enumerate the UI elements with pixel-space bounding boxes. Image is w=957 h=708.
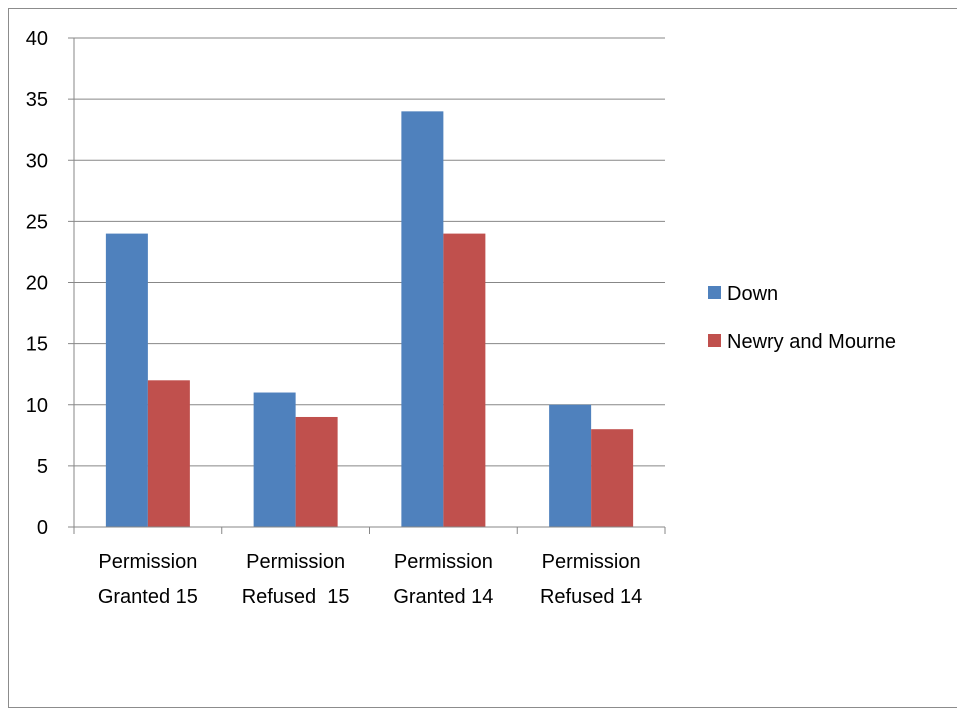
legend: Down Newry and Mourne <box>708 283 896 353</box>
bar-newry-and-mourne <box>295 416 338 527</box>
bar-down <box>549 404 592 527</box>
x-category-label: Permission <box>98 551 197 573</box>
x-category-label: Permission <box>394 551 493 573</box>
bar-down <box>401 111 444 527</box>
bar-down <box>253 392 296 527</box>
bars <box>105 111 634 527</box>
legend-label: Newry and Mourne <box>727 331 896 353</box>
legend-swatch <box>708 334 721 347</box>
legend-swatch <box>708 286 721 299</box>
y-tick-label: 10 <box>26 395 48 417</box>
x-category-label: Granted 15 <box>98 586 198 608</box>
y-tick-label: 30 <box>26 150 48 172</box>
x-category-label: Permission <box>542 551 641 573</box>
x-axis-labels: Permission Granted 15 Permission Refused 15… <box>98 551 642 608</box>
y-tick-label: 20 <box>26 273 48 295</box>
y-axis-ticks: 0 5 10 15 20 25 30 35 40 <box>26 28 74 539</box>
bar-newry-and-mourne <box>147 380 190 527</box>
bar-newry-and-mourne <box>591 429 634 527</box>
y-tick-label: 35 <box>26 89 48 111</box>
x-category-label: Refused 15 <box>242 586 350 608</box>
y-tick-label: 25 <box>26 211 48 233</box>
legend-label: Down <box>727 283 778 305</box>
bar-newry-and-mourne <box>443 233 486 527</box>
axes <box>73 38 666 534</box>
x-category-label: Permission <box>246 551 345 573</box>
y-tick-label: 0 <box>37 517 48 539</box>
x-category-label: Refused 14 <box>540 586 642 608</box>
bar-down <box>105 233 148 527</box>
y-tick-label: 40 <box>26 28 48 50</box>
y-tick-label: 15 <box>26 334 48 356</box>
y-tick-label: 5 <box>37 456 48 478</box>
x-category-label: Granted 14 <box>393 586 493 608</box>
